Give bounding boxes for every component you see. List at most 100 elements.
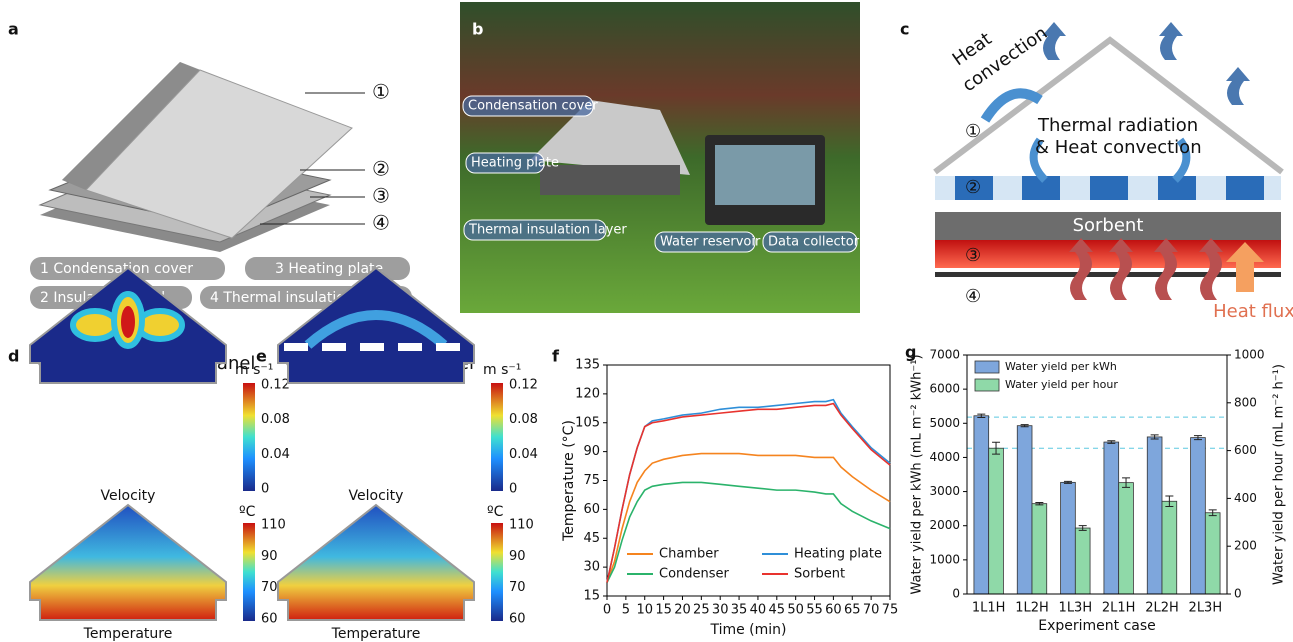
y2-tick-label: 400 [1234, 491, 1257, 505]
panel-b: b Condensation cover Heating plate Therm… [460, 2, 860, 313]
velocity-field [278, 268, 474, 383]
colorbar-tick: 0.12 [261, 378, 290, 393]
colorbar [491, 383, 503, 491]
y2-tick-label: 600 [1234, 443, 1257, 457]
figure: a ① ② ③ ④ 1 Condensation cover 3 Heating… [0, 0, 1293, 642]
x-tick-label: 1L1H [972, 601, 1006, 616]
panel-block [1226, 176, 1264, 200]
screen [715, 145, 815, 205]
bar [1191, 438, 1206, 594]
legend-text: 1 Condensation cover [40, 261, 193, 277]
x-tick-label: 45 [769, 603, 786, 618]
temperature-field [278, 505, 474, 620]
vapor-arrow [1226, 67, 1250, 105]
y-tick-label: 0 [952, 587, 960, 601]
y-tick-label: 3000 [929, 484, 960, 498]
colorbar [243, 383, 255, 491]
colorbar-tick: 60 [261, 612, 278, 627]
y-tick-label: 30 [583, 560, 600, 575]
panel-label: d [8, 347, 19, 366]
marker: ③ [372, 184, 390, 208]
x-tick-label: 40 [750, 603, 767, 618]
colorbar-unit: m s⁻¹ [483, 362, 521, 378]
colorbar-tick: 60 [509, 612, 526, 627]
legend-swatch [975, 361, 999, 373]
colorbar-tick: 0.04 [509, 447, 538, 462]
y-axis-title: Water yield per kWh (mL m⁻² kWh⁻¹) [910, 354, 925, 594]
legend-swatch [975, 379, 999, 391]
marker: ② [965, 177, 981, 198]
bar [1032, 504, 1047, 594]
velocity-blob [73, 311, 117, 339]
x-tick-label: 15 [655, 603, 672, 618]
panel-label: f [552, 347, 560, 366]
marker: ③ [965, 245, 981, 266]
annotation: & Heat convection [1035, 137, 1202, 158]
panel-label: a [8, 20, 19, 39]
y-tick-label: 105 [575, 415, 600, 430]
panel-block [360, 343, 384, 351]
x-tick-label: 5 [622, 603, 630, 618]
x-tick-label: 1L2H [1015, 601, 1049, 616]
y-tick-label: 4000 [929, 450, 960, 464]
colorbar-unit: ºC [239, 504, 256, 520]
callout-text: Data collector [768, 235, 860, 250]
x-tick-label: 75 [882, 603, 899, 618]
panel-block [322, 343, 346, 351]
panel-a: a ① ② ③ ④ 1 Condensation cover 3 Heating… [8, 20, 412, 310]
y-tick-label: 90 [583, 444, 600, 459]
bar [1061, 482, 1076, 594]
y-axis-title: Temperature (°C) [561, 420, 577, 542]
marker: ② [372, 157, 390, 181]
callout-text: Thermal insulation layer [468, 223, 627, 238]
y2-axis-title: Water yield per hour (mL m⁻² h⁻¹) [1272, 364, 1287, 585]
legend-label: Heating plate [794, 547, 882, 562]
callout-text: Heating plate [471, 156, 559, 171]
panel-block [436, 343, 460, 351]
x-tick-label: 65 [844, 603, 861, 618]
x-tick-label: 0 [603, 603, 611, 618]
colorbar-tick: 110 [509, 518, 534, 533]
y2-tick-label: 1000 [1234, 348, 1265, 362]
marker: ④ [372, 211, 390, 235]
panel-block [284, 343, 308, 351]
panel-block [1090, 176, 1128, 200]
x-axis-title: Time (min) [709, 622, 786, 638]
y-tick-label: 15 [583, 589, 600, 604]
x-tick-label: 25 [693, 603, 710, 618]
x-tick-label: 10 [636, 603, 653, 618]
colorbar-tick: 0 [509, 482, 517, 497]
legend-label: Chamber [659, 547, 719, 562]
colorbar-tick: 70 [509, 580, 526, 595]
series-line [607, 482, 890, 582]
bar [1104, 442, 1119, 594]
heating-plate [935, 240, 1281, 268]
annotation: Thermal radiation [1037, 115, 1198, 136]
y-tick-label: 135 [575, 358, 600, 373]
caption: Temperature [331, 626, 421, 642]
vapor-arrow [1159, 22, 1183, 60]
caption: Velocity [101, 488, 156, 504]
device-base [540, 165, 680, 195]
bar [1147, 437, 1162, 594]
simulation-panels: dWithout insulation panelVelocityTempera… [8, 268, 538, 642]
y-tick-label: 7000 [929, 348, 960, 362]
x-tick-label: 55 [806, 603, 823, 618]
y-tick-label: 45 [583, 531, 600, 546]
colorbar [243, 523, 255, 621]
marker: ④ [965, 286, 981, 307]
x-tick-label: 50 [787, 603, 804, 618]
y-tick-label: 60 [583, 502, 600, 517]
y2-tick-label: 800 [1234, 395, 1257, 409]
colorbar-tick: 0.12 [509, 378, 538, 393]
marker: ① [965, 121, 981, 142]
x-tick-label: 70 [863, 603, 880, 618]
colorbar-tick: 0 [261, 482, 269, 497]
y2-tick-label: 0 [1234, 587, 1242, 601]
colorbar-tick: 70 [261, 580, 278, 595]
colorbar-tick: 0.04 [261, 447, 290, 462]
y-tick-label: 75 [583, 473, 600, 488]
colorbar-tick: 110 [261, 518, 286, 533]
panel-label: e [256, 347, 267, 366]
bar [1205, 513, 1220, 594]
